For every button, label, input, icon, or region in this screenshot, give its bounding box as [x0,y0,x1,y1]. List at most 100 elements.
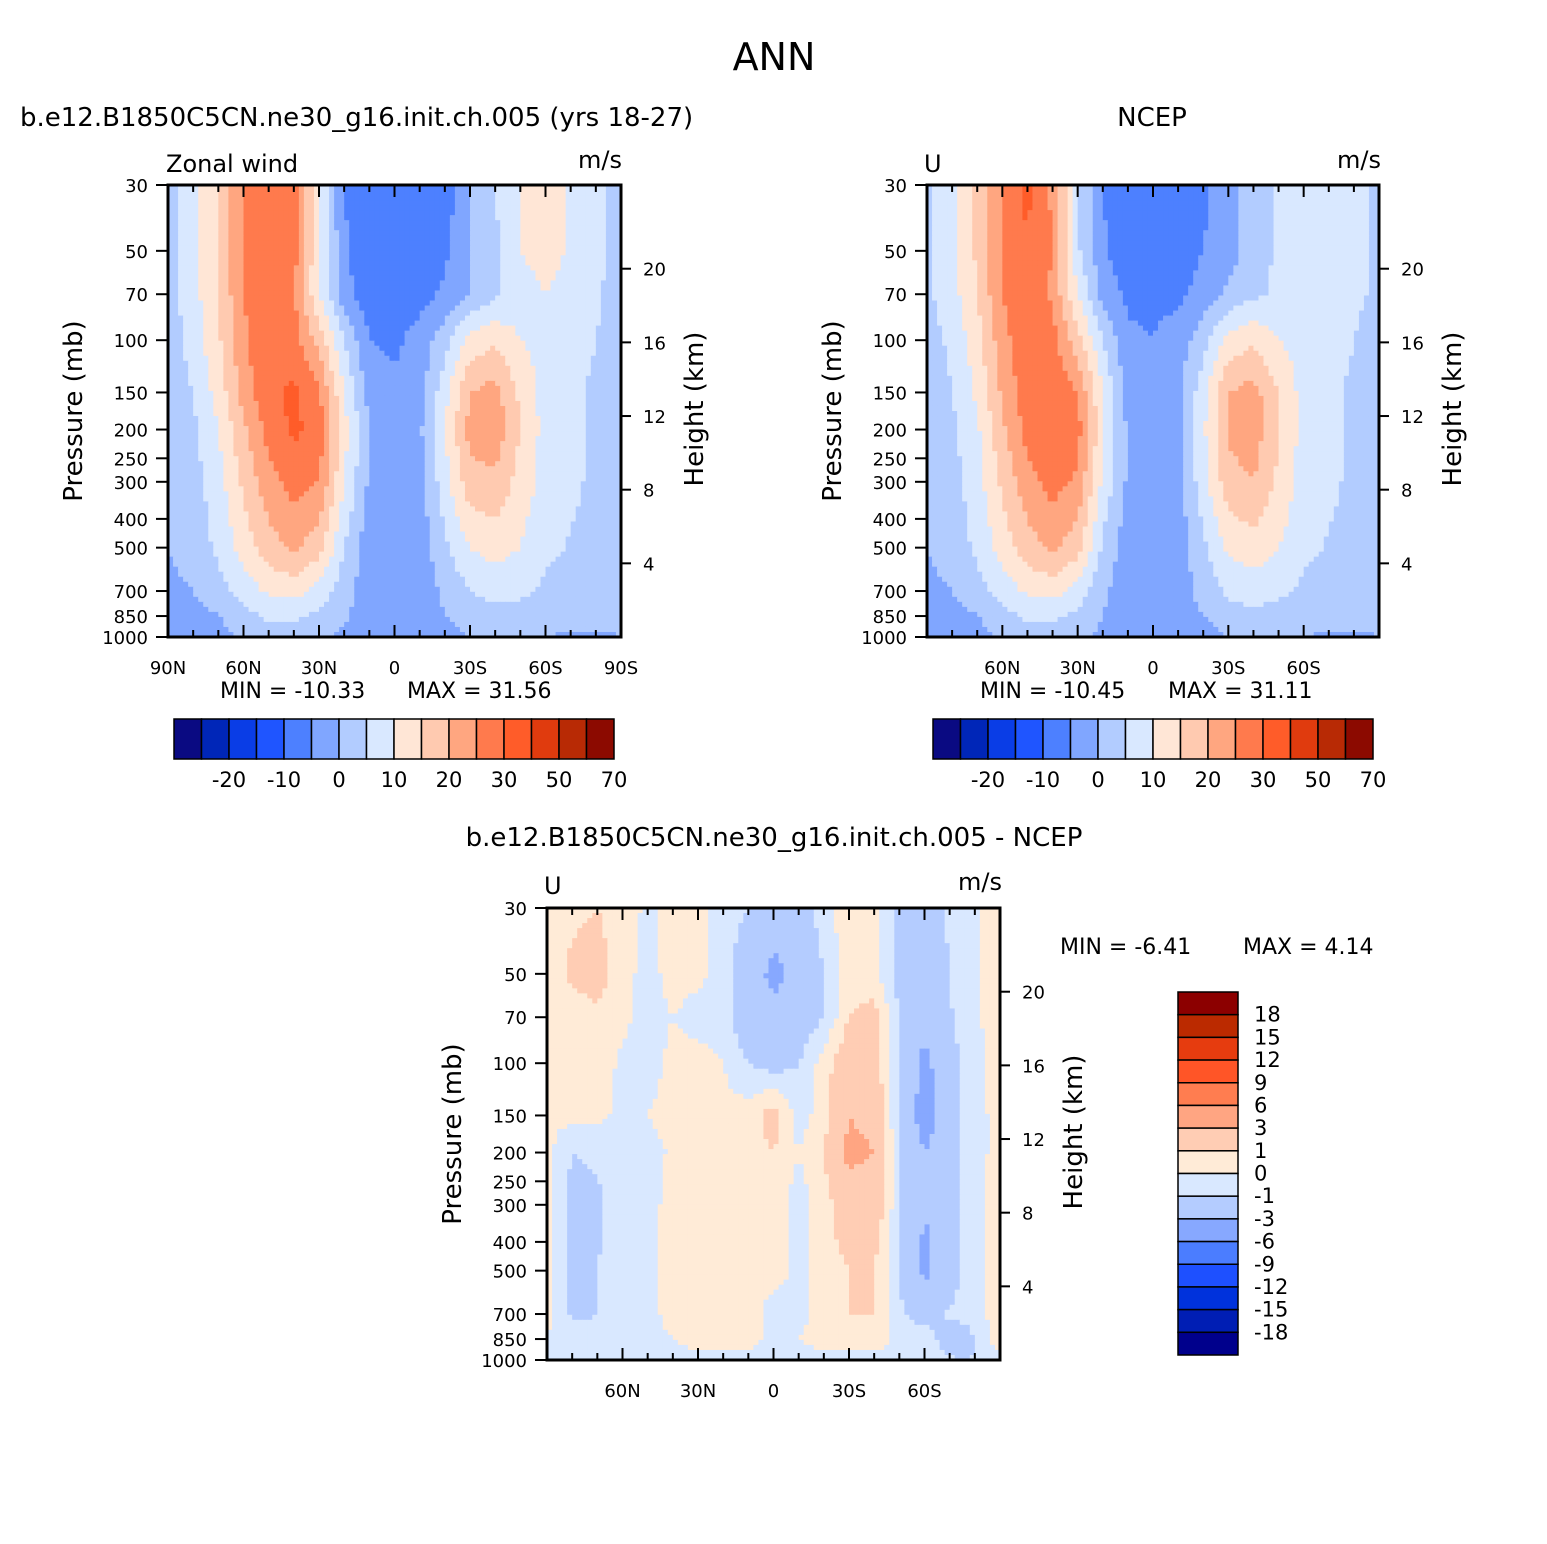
field-cell [430,416,436,422]
field-cell [389,336,395,342]
field-cell [193,275,199,281]
field-cell [556,265,562,271]
field-cell [369,451,375,457]
field-cell [551,436,557,442]
field-cell [430,240,436,246]
field-cell [274,461,280,467]
field-cell [410,431,416,437]
field-cell [203,426,209,432]
field-cell [238,210,244,216]
field-cell [314,396,320,402]
field-cell [530,411,536,417]
field-cell [530,386,536,392]
field-cell [435,331,441,337]
field-cell [465,331,471,337]
field-cell [571,351,577,357]
field-cell [410,441,416,447]
field-cell [470,421,476,427]
field-cell [571,210,577,216]
field-cell [379,311,385,317]
field-cell [178,326,184,332]
field-cell [425,361,431,367]
field-cell [470,436,476,442]
field-cell [435,306,441,312]
field-cell [324,361,330,367]
field-cell [183,351,189,357]
field-cell [480,316,486,322]
field-cell [379,401,385,407]
field-cell [264,386,270,392]
field-cell [193,295,199,301]
field-cell [445,321,451,327]
field-cell [435,416,441,422]
field-cell [284,321,290,327]
field-cell [460,301,466,307]
field-cell [556,326,562,332]
field-cell [425,190,431,196]
field-cell [359,255,365,261]
field-cell [525,250,531,256]
field-cell [475,245,481,251]
field-cell [349,441,355,447]
field-cell [601,205,607,211]
field-cell [264,295,270,301]
field-cell [551,371,557,377]
field-cell [289,406,295,412]
field-cell [183,456,189,462]
field-cell [561,285,567,291]
field-cell [208,240,214,246]
field-cell [566,366,572,372]
field-cell [244,426,250,432]
field-cell [213,361,219,367]
field-cell [359,326,365,332]
field-cell [420,245,426,251]
field-cell [535,456,541,462]
field-cell [228,371,234,377]
field-cell [319,436,325,442]
field-cell [571,265,577,271]
field-cell [249,316,255,322]
field-cell [324,401,330,407]
field-cell [525,245,531,251]
field-cell [405,316,411,322]
field-cell [520,336,526,342]
field-cell [384,195,390,201]
field-cell [309,401,315,407]
field-cell [475,456,481,462]
field-cell [279,341,285,347]
field-cell [369,421,375,427]
field-cell [279,301,285,307]
field-cell [389,351,395,357]
field-cell [535,336,541,342]
field-cell [551,416,557,422]
field-cell [289,306,295,312]
field-cell [259,316,265,322]
field-cell [581,411,587,417]
field-cell [364,316,370,322]
field-cell [228,301,234,307]
field-cell [520,225,526,231]
field-cell [244,416,250,422]
field-cell [244,441,250,447]
field-cell [405,336,411,342]
field-cell [591,225,597,231]
field-cell [198,306,204,312]
field-cell [601,361,607,367]
field-cell [354,346,360,352]
field-cell [505,270,511,276]
field-cell [490,306,496,312]
field-cell [475,326,481,332]
field-cell [395,361,401,367]
field-cell [238,225,244,231]
field-cell [455,260,461,266]
field-cell [364,220,370,226]
field-cell [410,240,416,246]
field-cell [188,451,194,457]
field-cell [455,446,461,452]
field-cell [364,265,370,271]
field-cell [223,326,229,332]
field-cell [379,396,385,402]
field-cell [384,376,390,382]
field-cell [495,351,501,357]
field-cell [611,381,617,387]
